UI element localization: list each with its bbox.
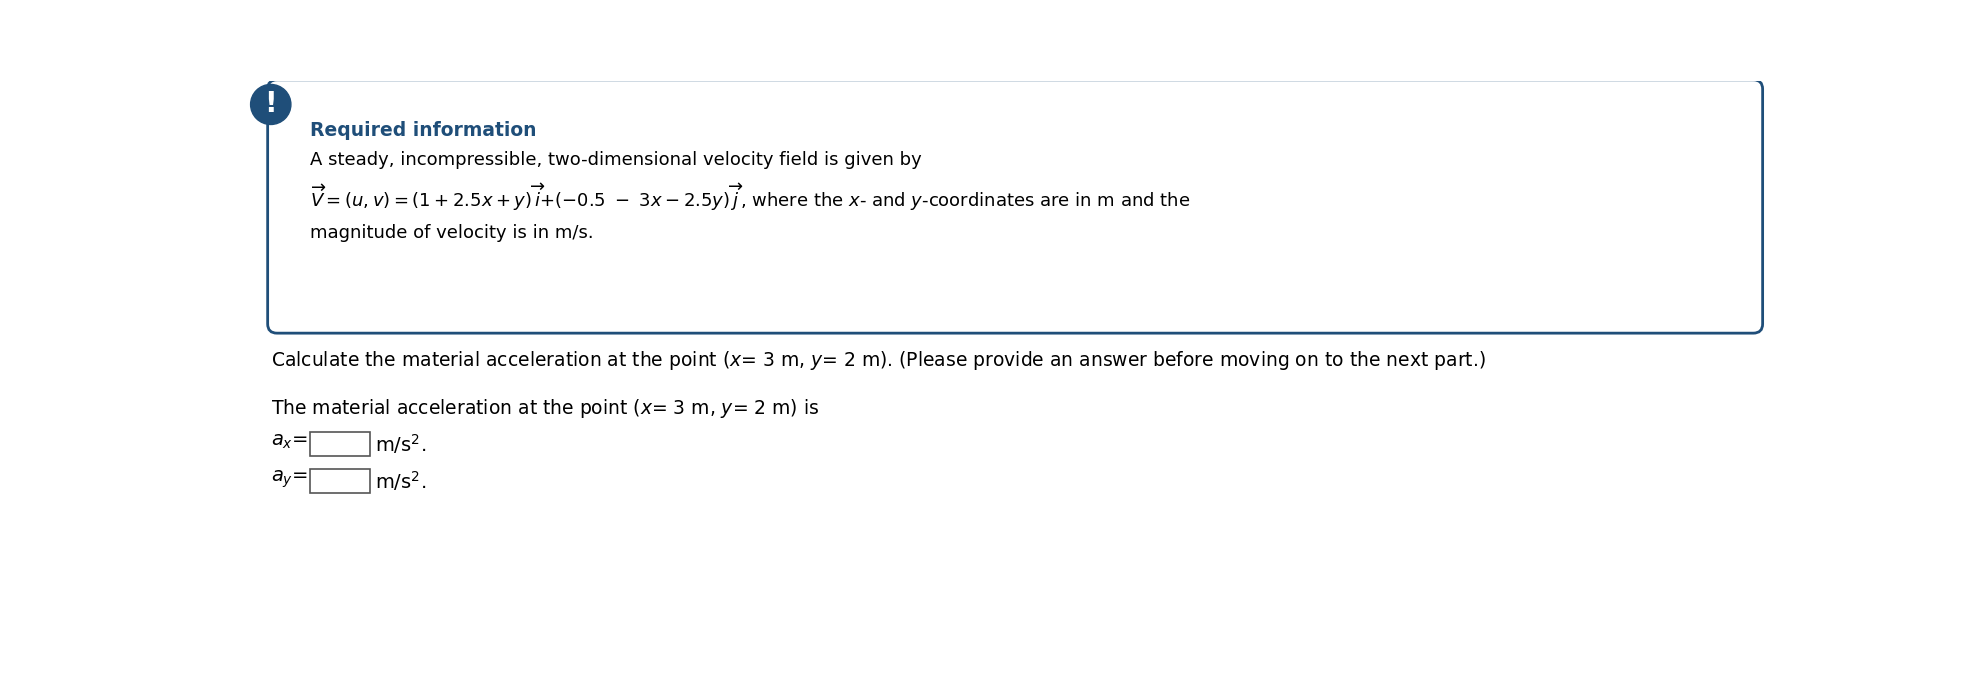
Text: magnitude of velocity is in m/s.: magnitude of velocity is in m/s.	[309, 224, 594, 242]
FancyBboxPatch shape	[267, 80, 1762, 333]
Text: !: !	[265, 90, 277, 119]
FancyBboxPatch shape	[311, 469, 370, 492]
Circle shape	[251, 85, 291, 125]
Text: $\overrightarrow{V}$$ = (u, v) = (1 + 2.5x + y)\,\overrightarrow{i}$$ + (-0.5\ -: $\overrightarrow{V}$$ = (u, v) = (1 + 2.…	[309, 182, 1190, 214]
Text: The material acceleration at the point ($x$= 3 m, $y$= 2 m) is: The material acceleration at the point (…	[271, 397, 820, 420]
Text: $a_x$=: $a_x$=	[271, 432, 307, 451]
FancyBboxPatch shape	[311, 433, 370, 456]
Text: A steady, incompressible, two-dimensional velocity field is given by: A steady, incompressible, two-dimensiona…	[309, 151, 921, 169]
Text: $a_y$=: $a_y$=	[271, 468, 307, 490]
Text: Calculate the material acceleration at the point ($x$= 3 m, $y$= 2 m). (Please p: Calculate the material acceleration at t…	[271, 349, 1485, 372]
Text: Required information: Required information	[309, 121, 537, 140]
Text: m/s$^2$.: m/s$^2$.	[376, 468, 426, 493]
Text: m/s$^2$.: m/s$^2$.	[376, 432, 426, 456]
